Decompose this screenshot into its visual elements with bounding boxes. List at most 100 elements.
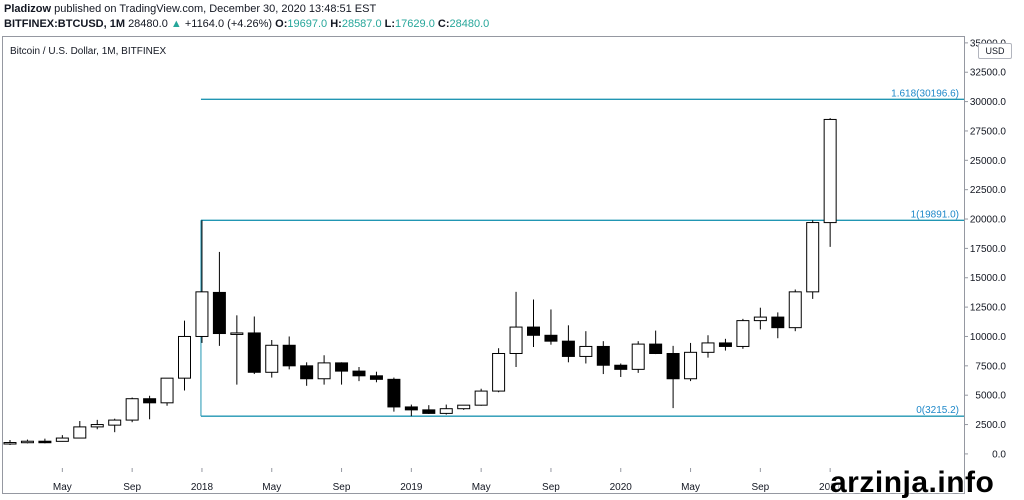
candle-body (701, 342, 715, 353)
candle-body (178, 335, 191, 379)
candle-body (212, 291, 226, 335)
candle-body (160, 377, 174, 404)
candle-body (806, 222, 820, 293)
high-value: 28587.0 (341, 18, 382, 30)
time-tick-label: May (681, 482, 700, 493)
high-label: H: (330, 18, 342, 30)
candle-body (649, 343, 663, 354)
candle-body (300, 365, 314, 380)
candle-body (247, 332, 261, 373)
candle-body (474, 390, 488, 406)
candle-body (788, 291, 802, 329)
price-tick-label: 17500.0 (970, 244, 1007, 255)
chart-frame (2, 36, 965, 494)
candle-body (335, 362, 349, 372)
candle-body (718, 342, 732, 347)
candle-body (614, 364, 628, 370)
candle-body (666, 352, 680, 380)
watermark-text: arzinja.info (830, 466, 995, 499)
candle-body (823, 118, 837, 224)
candle-body (387, 378, 401, 408)
publish-info: Pladizow published on TradingView.com, D… (4, 3, 376, 15)
price-tick-label: 15000.0 (970, 273, 1007, 284)
price-tick-label: 5000.0 (975, 391, 1006, 402)
time-tick-label: Sep (542, 482, 560, 493)
candle-body (579, 345, 593, 357)
open-value: 19697.0 (287, 18, 328, 30)
candle-body (3, 442, 17, 445)
candle-body (20, 440, 34, 444)
price-tick-label: 12500.0 (970, 303, 1007, 314)
open-label: O: (275, 18, 288, 30)
candle-body (684, 351, 698, 380)
candle-body (230, 332, 244, 335)
candle-body (753, 316, 767, 322)
candle-body (265, 344, 279, 373)
candle-body (492, 352, 506, 392)
price-tick-label: 20000.0 (970, 215, 1007, 226)
price-axis: 0.0 2500.0 5000.0 7500.0 10000.0 12500.0 15000… (964, 38, 1006, 460)
close-value: 28480.0 (449, 18, 490, 30)
candle-body (527, 326, 540, 336)
chart-title: Bitcoin / U.S. Dollar, 1M, BITFINEX (10, 46, 167, 57)
publisher-name: Pladizow (4, 3, 52, 15)
time-tick-label: 2019 (400, 482, 423, 493)
currency-badge[interactable]: USD (978, 43, 1012, 59)
last-price: 28480.0 (128, 18, 168, 30)
candle-body (73, 426, 87, 439)
candle-body (736, 320, 750, 347)
close-label: C: (437, 18, 450, 30)
candle-body (404, 406, 418, 411)
candle-body (195, 291, 209, 337)
time-tick-label: May (53, 482, 72, 493)
price-tick-label: 2500.0 (975, 420, 1006, 431)
time-tick-label: Sep (751, 482, 769, 493)
time-tick-label: 2020 (610, 482, 633, 493)
time-tick-label: 2021 (819, 482, 842, 493)
candle-body (38, 440, 52, 444)
candles (3, 118, 837, 445)
low-value: 17629.0 (395, 18, 435, 30)
candle-body (439, 408, 453, 414)
price-tick-label: 32500.0 (970, 68, 1007, 79)
candle-body (561, 340, 575, 357)
price-change: +1164.0 (+4.26%) (184, 18, 273, 30)
candle-body (509, 326, 523, 354)
price-tick-label: 22500.0 (970, 185, 1007, 196)
candle-body (457, 404, 471, 410)
candle-body (317, 362, 331, 380)
ohlc-legend: BITFINEX:BTCUSD, 1M 28480.0 ▲ +1164.0 (+… (4, 18, 489, 30)
published-text: published on TradingView.com, December 3… (54, 3, 377, 15)
candle-body (771, 316, 785, 329)
candle-body (596, 345, 610, 366)
candle-body (143, 398, 157, 404)
price-tick-label: 30000.0 (970, 97, 1007, 108)
price-tick-label: 7500.0 (975, 361, 1006, 372)
fibonacci-levels: 1.618(30196.6) 1(19891.0) 0(3215.2) (200, 88, 964, 417)
candle-body (369, 375, 383, 380)
candle-body (125, 398, 139, 421)
time-tick-label: 2018 (191, 482, 214, 493)
fib-level-label: 1.618(30196.6) (891, 88, 959, 99)
time-axis: May Sep 2018 May Sep 2019 May Sep 2020 May Sep 2021 (53, 468, 842, 493)
fib-level-label: 1(19891.0) (911, 209, 959, 220)
fib-level-label: 0(3215.2) (916, 405, 959, 416)
candle-body (422, 409, 436, 414)
candle-body (108, 419, 122, 426)
change-up-arrow-icon: ▲ (170, 18, 182, 30)
low-label: L: (384, 18, 396, 30)
candle-body (55, 437, 69, 442)
symbol-info: BITFINEX:BTCUSD, 1M (4, 18, 125, 30)
candle-body (90, 424, 104, 428)
time-tick-label: Sep (123, 482, 141, 493)
price-tick-label: 27500.0 (970, 126, 1007, 137)
time-tick-label: May (472, 482, 491, 493)
price-tick-label: 25000.0 (970, 156, 1007, 167)
time-tick-label: Sep (333, 482, 351, 493)
candle-body (352, 370, 366, 377)
candle-body (544, 334, 558, 342)
time-tick-label: May (262, 482, 281, 493)
price-tick-label: 10000.0 (970, 332, 1007, 343)
price-tick-label: 0.0 (992, 449, 1006, 460)
